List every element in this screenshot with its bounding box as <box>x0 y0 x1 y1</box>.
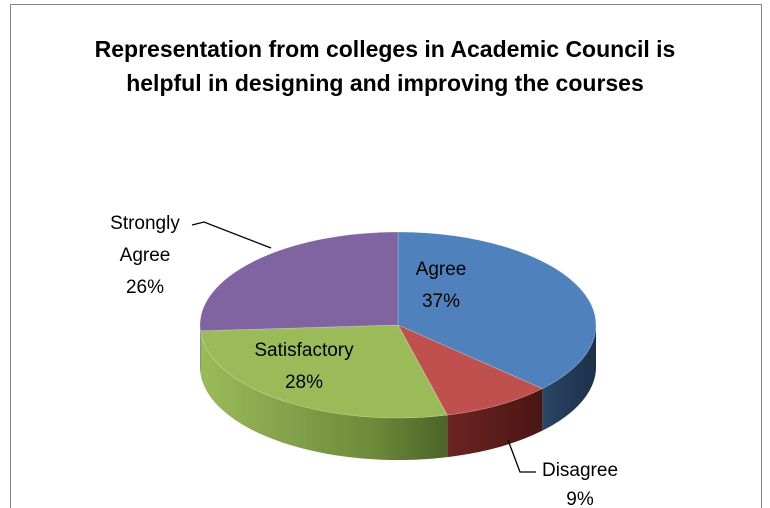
pie-side-satisfactory <box>200 330 448 461</box>
pie-side-disagree <box>447 388 543 458</box>
pie-side-agree <box>542 325 596 431</box>
label-disagree-pct: 9% <box>566 489 594 508</box>
label-strongly-line1: Strongly <box>110 213 180 234</box>
label-satisfactory-pct: 28% <box>285 372 323 393</box>
label-satisfactory-name: Satisfactory <box>254 340 354 361</box>
label-disagree-name: Disagree <box>542 460 618 481</box>
pie-slice-agree <box>397 231 597 389</box>
label-agree-pct: 37% <box>422 291 460 312</box>
pie-sides <box>199 325 596 461</box>
label-strongly-line2: Agree <box>120 245 171 266</box>
strongly-agree-leader <box>191 221 272 249</box>
chart-title: Representation from colleges in Academic… <box>94 36 676 96</box>
slice-labels: Agree 37% Satisfactory 28% Strongly Agre… <box>110 213 618 508</box>
pie-tops <box>199 231 597 419</box>
pie-slice-disagree <box>397 324 544 416</box>
pie-slice-satisfactory <box>200 324 448 419</box>
label-agree-name: Agree <box>416 259 467 280</box>
label-strongly-pct: 26% <box>126 277 164 298</box>
pie-slice-strongly-agree <box>199 231 399 332</box>
leader-lines <box>191 221 536 473</box>
disagree-leader <box>507 439 536 473</box>
